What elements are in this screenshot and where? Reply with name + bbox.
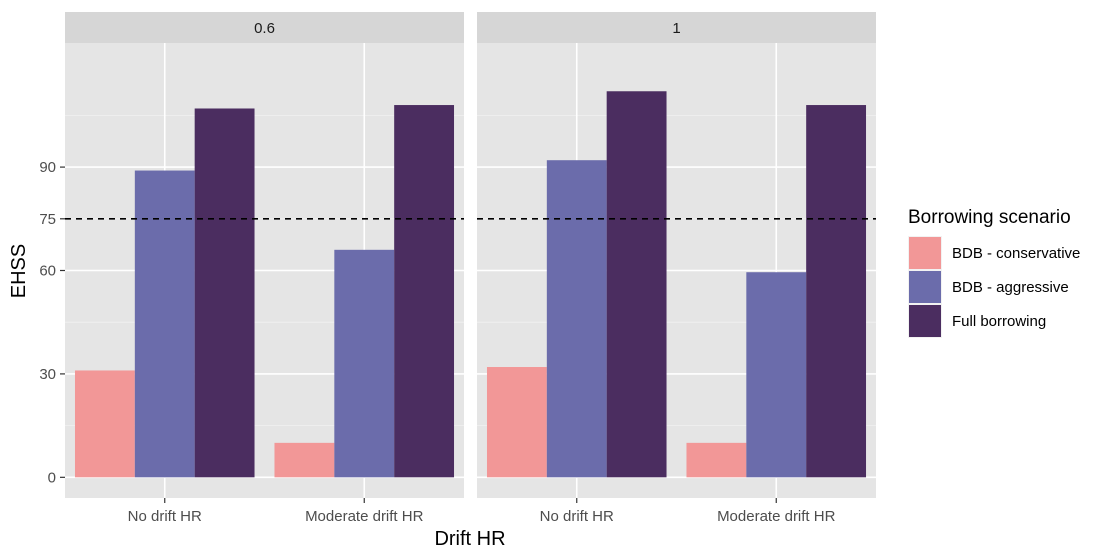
bar [74, 370, 135, 478]
bar [606, 91, 667, 478]
legend-swatch [909, 271, 941, 303]
y-axis: 0 30 60 90 75 [39, 159, 65, 486]
bar [486, 367, 547, 478]
legend: Borrowing scenario BDB - conservative BDB… [908, 207, 1080, 338]
y-tick-label: 0 [48, 469, 56, 486]
bar [394, 105, 455, 478]
facet-strip [65, 12, 464, 43]
legend-label: BDB - conservative [952, 245, 1080, 262]
bar [334, 249, 395, 478]
x-tick-label: No drift HR [128, 508, 202, 525]
legend-swatch [909, 305, 941, 337]
y-tick-label: 90 [39, 159, 56, 176]
y-tick-label: 75 [39, 211, 56, 228]
bar [546, 160, 607, 478]
bar [806, 105, 867, 478]
y-tick-label: 60 [39, 263, 56, 280]
facet-strip [477, 12, 876, 43]
y-axis-title: EHSS [8, 244, 30, 298]
facet-panels: 0.6 No drift HR Moderate drift HR 1 No drift… [65, 12, 876, 525]
bar [194, 108, 255, 478]
facet-strip-label: 0.6 [254, 20, 275, 37]
y-tick-label: 30 [39, 366, 56, 383]
legend-title: Borrowing scenario [908, 207, 1071, 228]
x-tick-label: Moderate drift HR [717, 508, 836, 525]
facet-panel: 1 No drift HR Moderate drift HR [477, 12, 876, 525]
legend-swatch [909, 237, 941, 269]
bar [686, 442, 747, 478]
legend-label: BDB - aggressive [952, 279, 1069, 296]
bar [134, 170, 195, 478]
facet-strip-label: 1 [672, 20, 680, 37]
facet-panel: 0.6 No drift HR Moderate drift HR [65, 12, 464, 525]
x-tick-label: No drift HR [540, 508, 614, 525]
bar [274, 442, 335, 478]
x-tick-label: Moderate drift HR [305, 508, 424, 525]
x-axis-title: Drift HR [434, 528, 505, 550]
legend-label: Full borrowing [952, 313, 1046, 330]
bar [746, 272, 807, 478]
